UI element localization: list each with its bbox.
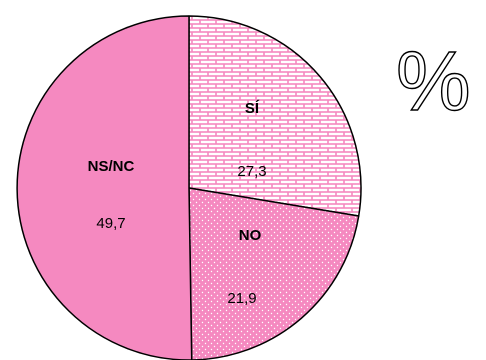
slice-value-no: 21,9 (227, 290, 256, 307)
slice-label-si: SÍ (245, 100, 260, 117)
percent-symbol: % (396, 34, 471, 128)
pie-slices (16, 15, 362, 360)
slice-label-no: NO (239, 227, 262, 244)
pie-slice-si (188, 15, 362, 217)
pie-slice-nsnc (16, 15, 193, 360)
slice-label-nsnc: NS/NC (88, 158, 135, 175)
pie-slice-no (188, 187, 360, 360)
slice-value-nsnc: 49,7 (96, 215, 125, 232)
slice-value-si: 27,3 (237, 163, 266, 180)
